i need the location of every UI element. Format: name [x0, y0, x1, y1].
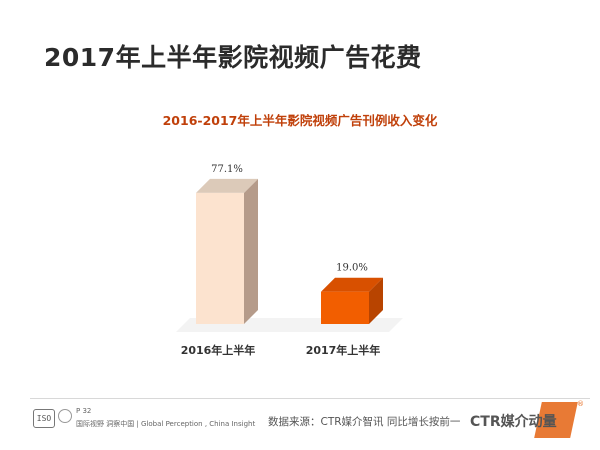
bar-top-0 — [196, 178, 258, 193]
bar-1 — [321, 291, 369, 324]
bar-side-1 — [369, 277, 383, 324]
brand-watermark: CTR媒介动量 — [470, 414, 557, 430]
footer-divider — [30, 398, 590, 399]
source-note: 数据来源：CTR媒介智讯 同比增长按前一 — [268, 416, 461, 428]
bar-top-1 — [321, 277, 383, 292]
data-label-1: 19.0% — [336, 263, 368, 274]
certification-logo-icon: ISO — [33, 409, 55, 428]
chart-title: 2016-2017年上半年影院视频广告刊例收入变化 — [162, 113, 438, 128]
data-label-0: 77.1% — [211, 164, 243, 175]
category-label-0: 2016年上半年 — [181, 343, 256, 357]
category-label-1: 2017年上半年 — [306, 343, 381, 357]
bar-side-0 — [244, 178, 258, 324]
bar-0 — [196, 192, 244, 324]
page-number: P 32 — [76, 407, 92, 415]
registered-mark-icon: ® — [577, 400, 584, 408]
badge-icon — [58, 409, 72, 423]
footer-slogan: 国际视野 洞察中国 | Global Perception , China In… — [76, 420, 256, 428]
page-title: 2017年上半年影院视频广告花费 — [44, 43, 422, 72]
